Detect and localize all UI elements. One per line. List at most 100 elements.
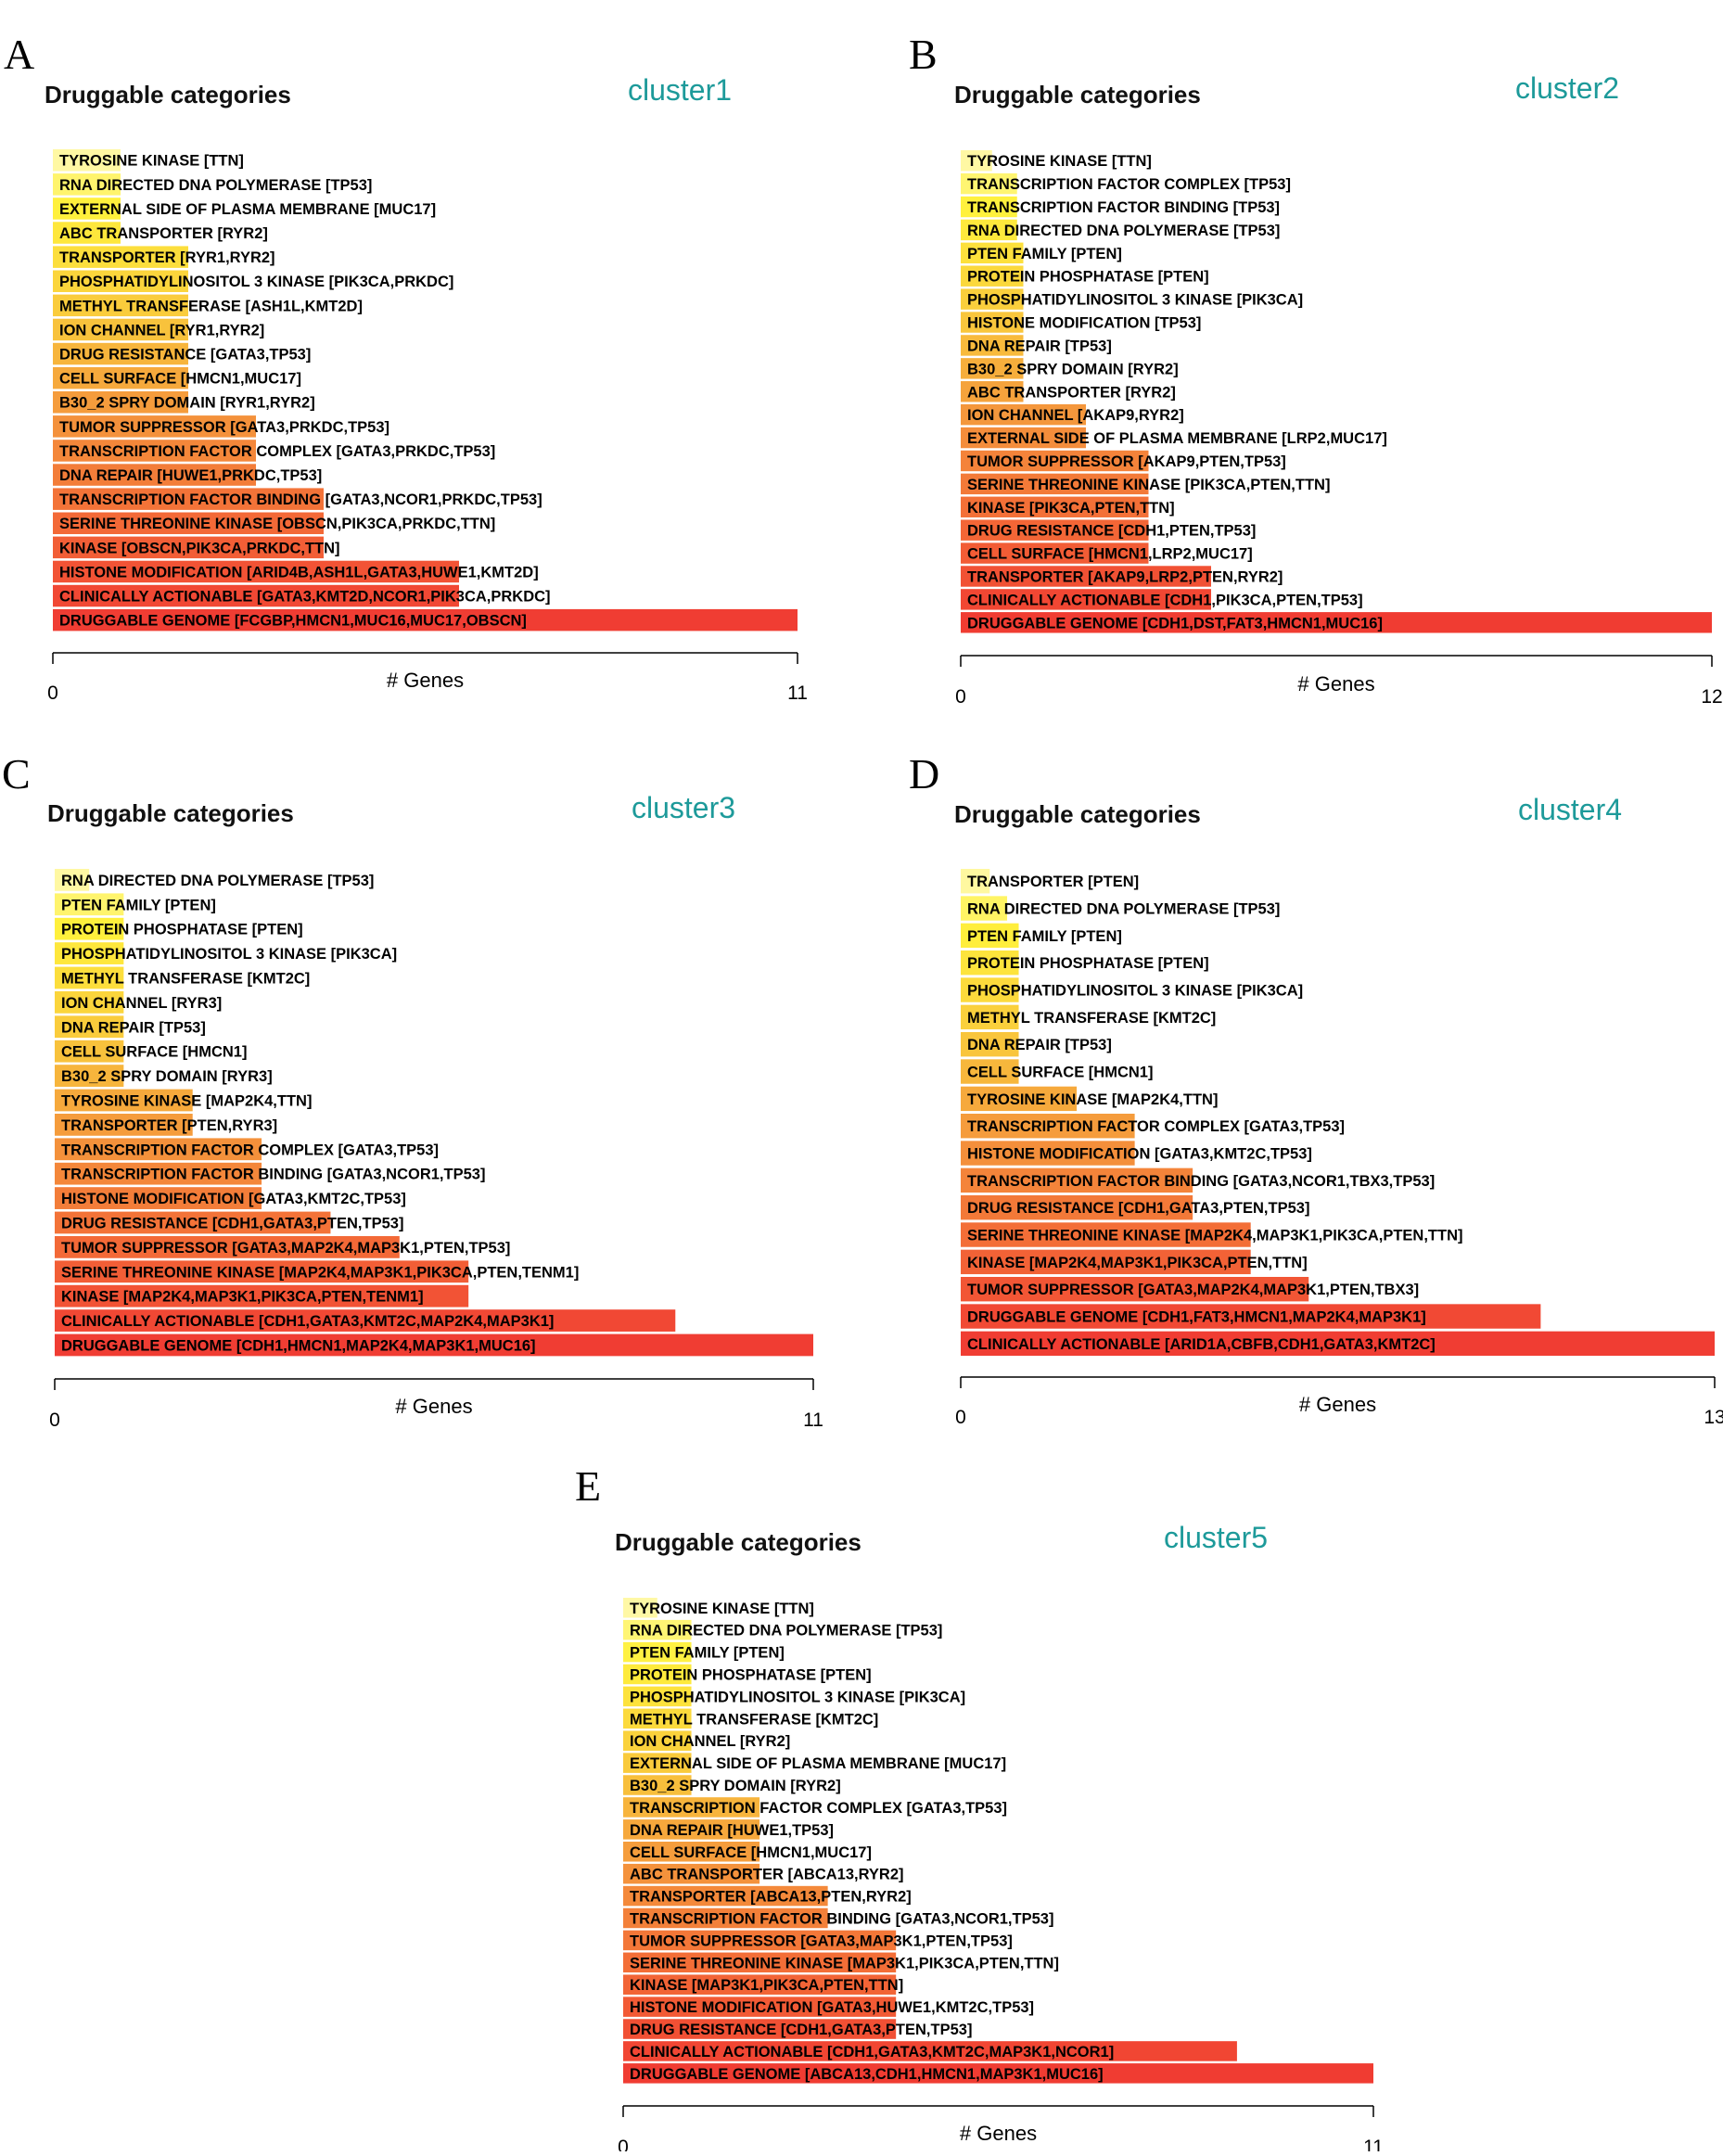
panel-e-bar-label: DRUG RESISTANCE [CDH1,GATA3,PTEN,TP53]	[630, 2022, 972, 2038]
panel-a-bar	[53, 270, 188, 292]
panel-b-bar	[961, 519, 1149, 541]
panel-b-bar-label: HISTONE MODIFICATION [TP53]	[967, 315, 1201, 332]
panel-a-bar	[53, 149, 121, 172]
panel-c-bar	[55, 917, 124, 940]
panel-c-cluster-label: cluster3	[632, 791, 735, 824]
panel-d-bar	[961, 1167, 1193, 1193]
panel-b-bar-label: DNA REPAIR [TP53]	[967, 338, 1112, 354]
panel-c-bar-label: TYROSINE KINASE [MAP2K4,TTN]	[61, 1092, 312, 1109]
panel-a-cluster-label: cluster1	[628, 73, 732, 107]
panel-d-bar-label: CELL SURFACE [HMCN1]	[967, 1065, 1153, 1081]
panel-c-bar-label: TRANSCRIPTION FACTOR COMPLEX [GATA3,TP53…	[61, 1142, 439, 1158]
panel-e-tick-label-max: 11	[1363, 2137, 1384, 2151]
panel-d-bar-label: DRUG RESISTANCE [CDH1,GATA3,PTEN,TP53]	[967, 1200, 1309, 1217]
panel-d-bar-label: CLINICALLY ACTIONABLE [ARID1A,CBFB,CDH1,…	[967, 1336, 1436, 1353]
panel-e-bar	[623, 1708, 692, 1729]
panel-d-bar-label: TRANSCRIPTION FACTOR COMPLEX [GATA3,TP53…	[967, 1118, 1345, 1135]
panel-e-bar	[623, 1686, 692, 1707]
panel-b-bar	[961, 542, 1149, 564]
panel-c-bar	[55, 1333, 813, 1357]
panel-b-bar	[961, 473, 1149, 495]
panel-b-bar	[961, 219, 1017, 241]
panel-b-bar	[961, 242, 1024, 264]
panel-c-bar-label: HISTONE MODIFICATION [GATA3,KMT2C,TP53]	[61, 1191, 406, 1207]
panel-b-bar-label: PHOSPHATIDYLINOSITOL 3 KINASE [PIK3CA]	[967, 292, 1303, 309]
panel-d-bar	[961, 869, 990, 894]
panel-e-bar-label: TRANSCRIPTION FACTOR BINDING [GATA3,NCOR…	[630, 1910, 1053, 1927]
panel-e-bar	[623, 1952, 897, 1973]
panel-d-bar-label: TRANSCRIPTION FACTOR BINDING [GATA3,NCOR…	[967, 1173, 1435, 1190]
panel-c-bar-label: METHYL TRANSFERASE [KMT2C]	[61, 970, 310, 987]
panel-e-bar-label: CELL SURFACE [HMCN1,MUC17]	[630, 1844, 872, 1861]
panel-d-bar	[961, 1086, 1078, 1112]
panel-c-bar	[55, 869, 90, 891]
panel-d-cluster-label: cluster4	[1518, 793, 1622, 826]
panel-c-bar-label: DRUGGABLE GENOME [CDH1,HMCN1,MAP2K4,MAP3…	[61, 1337, 536, 1354]
panel-a-bar-label: DRUG RESISTANCE [GATA3,TP53]	[59, 347, 311, 364]
panel-e-bar	[623, 1753, 692, 1773]
panel-b-title: Druggable categories	[954, 81, 1201, 108]
panel-d-bar	[961, 1141, 1135, 1166]
panel-d-bar-label: METHYL TRANSFERASE [KMT2C]	[967, 1010, 1216, 1027]
panel-c-bar	[55, 1089, 193, 1112]
panel-c-bar-label: PTEN FAMILY [PTEN]	[61, 897, 216, 913]
panel-a-bar	[53, 342, 188, 365]
panel-a-bar	[53, 464, 256, 486]
panel-e-bar-label: B30_2 SPRY DOMAIN [RYR2]	[630, 1778, 841, 1794]
panel-b-bar	[961, 381, 1024, 402]
panel-d-bar	[961, 923, 1019, 949]
panel-e-tick-label-min: 0	[618, 2137, 629, 2151]
panel-d-bar-label: HISTONE MODIFICATION [GATA3,KMT2C,TP53]	[967, 1146, 1312, 1163]
panel-e-bar-label: DNA REPAIR [HUWE1,TP53]	[630, 1822, 834, 1839]
panel-d-bar-label: PTEN FAMILY [PTEN]	[967, 928, 1122, 945]
panel-a-title: Druggable categories	[45, 81, 291, 108]
panel-d-letter: D	[909, 750, 939, 797]
panel-a-bar-label: DNA REPAIR [HUWE1,PRKDC,TP53]	[59, 467, 322, 484]
panel-c-bar	[55, 1065, 124, 1087]
panel-e-bar-label: TRANSCRIPTION FACTOR COMPLEX [GATA3,TP53…	[630, 1800, 1007, 1817]
panel-d-bar-label: TYROSINE KINASE [MAP2K4,TTN]	[967, 1091, 1218, 1108]
panel-c-bar-label: SERINE THREONINE KINASE [MAP2K4,MAP3K1,P…	[61, 1264, 579, 1281]
panel-c-bar	[55, 991, 124, 1014]
panel-d-bar	[961, 1032, 1019, 1057]
panel-d-bar	[961, 1331, 1715, 1357]
panel-a-bar	[53, 536, 324, 559]
panel-c-bar-label: CELL SURFACE [HMCN1]	[61, 1044, 247, 1061]
panel-c-bar-label: RNA DIRECTED DNA POLYMERASE [TP53]	[61, 873, 374, 889]
panel-c-bar	[55, 1138, 262, 1161]
panel-d-bar-label: DRUGGABLE GENOME [CDH1,FAT3,HMCN1,MAP2K4…	[967, 1309, 1426, 1326]
panel-e-bar-label: TYROSINE KINASE [TTN]	[630, 1601, 814, 1617]
panel-d-tick-label-min: 0	[955, 1407, 966, 1428]
panel-b-bar	[961, 403, 1086, 426]
panel-d-bar	[961, 1249, 1251, 1275]
panel-e-bar-label: SERINE THREONINE KINASE [MAP3K1,PIK3CA,P…	[630, 1955, 1059, 1971]
panel-c-bar-label: B30_2 SPRY DOMAIN [RYR3]	[61, 1068, 273, 1085]
panel-b-bar-label: PTEN FAMILY [PTEN]	[967, 246, 1122, 262]
panel-b-bar	[961, 150, 992, 172]
panel-b-bar	[961, 196, 1017, 218]
panel-c-bar-label: TRANSCRIPTION FACTOR BINDING [GATA3,NCOR…	[61, 1167, 485, 1183]
panel-a-bar	[53, 318, 188, 341]
panel-b-bar	[961, 612, 1712, 633]
panel-e-x-axis-label: # Genes	[960, 2122, 1037, 2145]
panel-b-bar-label: B30_2 SPRY DOMAIN [RYR2]	[967, 361, 1179, 377]
panel-e-bar	[623, 1730, 692, 1751]
panel-e-bar	[623, 1664, 692, 1685]
panel-c-letter: C	[2, 750, 31, 797]
panel-d-bar-label: TRANSPORTER [PTEN]	[967, 874, 1139, 890]
panel-d-x-axis-label: # Genes	[1299, 1393, 1376, 1416]
panel-d-bar	[961, 896, 1008, 921]
panel-b-bar-label: TRANSCRIPTION FACTOR BINDING [TP53]	[967, 199, 1280, 216]
panel-d-bar-label: PROTEIN PHOSPHATASE [PTEN]	[967, 955, 1209, 972]
panel-a-bar	[53, 608, 798, 631]
panel-d-bar	[961, 1277, 1309, 1302]
panel-d-bar	[961, 1114, 1135, 1139]
panel-c-bar	[55, 1309, 676, 1332]
panel-e-bar	[623, 1619, 692, 1640]
panel-b-bar	[961, 358, 1024, 379]
panel-e-bar	[623, 2063, 1373, 2084]
panel-c-bar-label: ION CHANNEL [RYR3]	[61, 995, 222, 1012]
panel-c-bar	[55, 1187, 262, 1209]
